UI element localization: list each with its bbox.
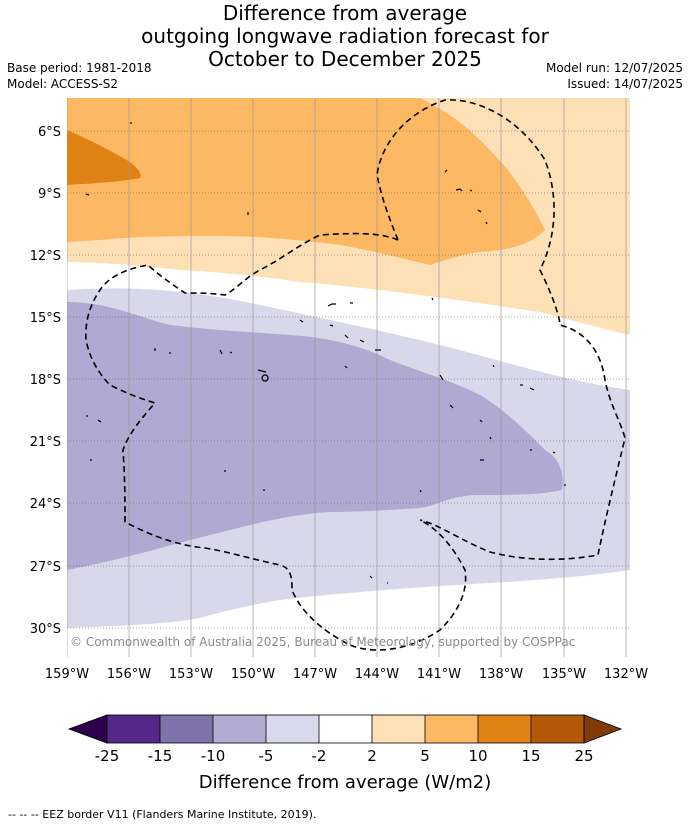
- colorbar-tick: -15: [148, 747, 173, 765]
- colorbar-tick: 15: [521, 747, 540, 765]
- colorbar-swatch: [107, 715, 160, 743]
- colorbar-tick: 25: [574, 747, 593, 765]
- lon-label: 150°W: [231, 667, 275, 682]
- colorbar-swatch: [531, 715, 584, 743]
- meridians: [67, 98, 627, 657]
- colorbar-extend-high: [583, 714, 623, 744]
- colorbar: -25 -15 -10 -5 -2 2 5 10 15 25 Differenc…: [67, 714, 623, 793]
- lat-label: 24°S: [30, 497, 61, 512]
- lat-label: 27°S: [30, 560, 61, 575]
- lat-labels: 6°S 9°S 12°S 15°S 18°S 21°S 24°S 27°S 30…: [30, 125, 61, 637]
- lon-label: 135°W: [542, 667, 586, 682]
- model-run-text: Model run: 12/07/2025: [545, 61, 683, 75]
- lat-label: 21°S: [30, 435, 61, 450]
- lat-label: 30°S: [30, 622, 61, 637]
- lon-label: 147°W: [293, 667, 337, 682]
- map-title: Difference from average outgoing longwav…: [0, 2, 690, 71]
- colorbar-tick: -5: [259, 747, 274, 765]
- lon-label: 144°W: [355, 667, 399, 682]
- colorbar-swatch: [160, 715, 213, 743]
- base-period-text: Base period: 1981-2018: [7, 61, 152, 75]
- region-pos-10-to-15: [67, 130, 141, 185]
- title-line-3: October to December 2025: [208, 47, 482, 71]
- issued-text: Issued: 14/07/2025: [567, 77, 683, 91]
- meta-right: Model run: 12/07/2025 Issued: 14/07/2025: [546, 60, 683, 92]
- colorbar-swatch: [266, 715, 319, 743]
- model-text: Model: ACCESS-S2: [7, 77, 119, 91]
- lat-label: 15°S: [30, 311, 61, 326]
- lat-label: 6°S: [38, 125, 61, 140]
- colorbar-swatch: [425, 715, 478, 743]
- colorbar-ticks: -25 -15 -10 -5 -2 2 5 10 15 25: [95, 747, 594, 765]
- colorbar-tick: 5: [420, 747, 430, 765]
- eez-borders: [85, 99, 626, 651]
- meta-left: Base period: 1981-2018 Model: ACCESS-S2: [7, 60, 152, 92]
- lon-label: 153°W: [169, 667, 213, 682]
- colorbar-tick: -10: [201, 747, 226, 765]
- lon-label: 156°W: [107, 667, 151, 682]
- colorbar-extend-low: [67, 714, 108, 744]
- map-area: © Commonwealth of Australia 2025, Bureau…: [67, 98, 630, 657]
- lat-label: 9°S: [38, 187, 61, 202]
- gridlines: [67, 130, 630, 629]
- colorbar-swatch: [372, 715, 425, 743]
- colorbar-title: Difference from average (W/m2): [199, 772, 491, 793]
- islands: [85, 122, 566, 584]
- lon-label: 141°W: [417, 667, 461, 682]
- copyright-text: © Commonwealth of Australia 2025, Bureau…: [70, 635, 575, 649]
- colorbar-tick: 10: [468, 747, 487, 765]
- colorbar-tick: -2: [312, 747, 327, 765]
- lon-label: 138°W: [479, 667, 523, 682]
- lon-labels: 159°W 156°W 153°W 150°W 147°W 144°W 141°…: [45, 667, 648, 682]
- title-line-1: Difference from average: [222, 1, 468, 25]
- lat-label: 12°S: [30, 249, 61, 264]
- colorbar-swatch: [478, 715, 531, 743]
- title-line-2: outgoing longwave radiation forecast for: [141, 24, 549, 48]
- eez-footnote: -- -- -- EEZ border V11 (Flanders Marine…: [8, 808, 317, 821]
- colorbar-tick: -25: [95, 747, 120, 765]
- colorbar-swatch: [319, 715, 372, 743]
- colorbar-swatch: [213, 715, 266, 743]
- lon-label: 132°W: [604, 667, 648, 682]
- colorbar-tick: 2: [367, 747, 377, 765]
- lon-label: 159°W: [45, 667, 89, 682]
- region-pos-5-to-10: [67, 98, 545, 265]
- lat-label: 18°S: [30, 373, 61, 388]
